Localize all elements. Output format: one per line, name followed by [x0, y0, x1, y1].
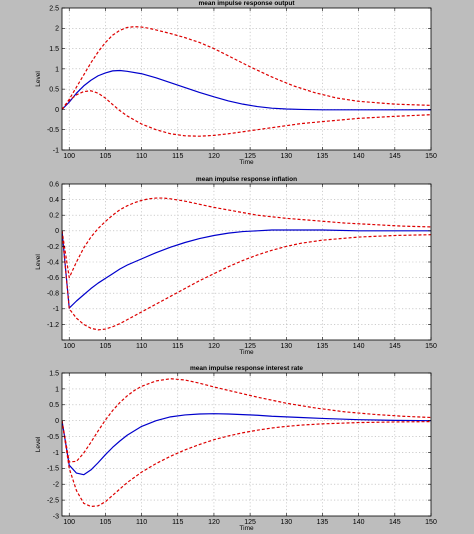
x-tick-label: 120	[208, 343, 220, 350]
y-axis-label: Level	[35, 254, 42, 270]
confidence-band-line-3	[62, 420, 431, 508]
y-tick-label: 0.5	[49, 87, 59, 94]
y-tick-label: 0	[55, 418, 59, 425]
mean-response-line-1	[62, 69, 431, 111]
x-tick-label: 105	[100, 519, 112, 526]
x-tick-label: 110	[136, 519, 147, 526]
y-tick-label: 0	[55, 228, 59, 235]
x-tick-label: 100	[63, 519, 75, 526]
y-tick-label: 0	[55, 107, 59, 114]
mean-response-line-1	[62, 229, 431, 309]
y-tick-label: 2.5	[49, 5, 59, 12]
x-tick-label: 100	[63, 343, 75, 350]
y-tick-label: 1.5	[49, 370, 59, 377]
confidence-band-line-2	[62, 26, 431, 110]
y-tick-label: 1	[55, 386, 59, 393]
x-tick-label: 150	[425, 519, 437, 526]
y-tick-label: 0.6	[49, 181, 59, 188]
y-tick-label: -0.4	[47, 259, 59, 266]
x-tick-label: 115	[172, 519, 183, 526]
series-group	[62, 378, 431, 508]
chart-panel-1: 100 105 110 115 120 125 130 135 140 145 150-1-0.50…	[35, 0, 437, 166]
y-tick-label: 0.2	[49, 213, 59, 220]
x-tick-label: 135	[317, 343, 329, 350]
y-tick-label: -2.5	[47, 498, 59, 505]
y-tick-label: -1	[53, 450, 59, 457]
x-tick-label: 100	[63, 153, 75, 160]
x-tick-label: 135	[317, 519, 329, 526]
x-tick-label: 150	[425, 343, 437, 350]
y-tick-label: -0.2	[47, 244, 59, 251]
x-tick-label: 140	[353, 153, 365, 160]
confidence-band-line-2	[62, 197, 431, 279]
y-tick-label: 2	[55, 26, 59, 33]
plot-area	[62, 8, 431, 150]
x-tick-label: 145	[389, 343, 401, 350]
y-tick-label: -1.2	[47, 322, 59, 329]
confidence-band-line-3	[62, 90, 431, 137]
x-axis-label: Time	[239, 525, 254, 532]
chart-panel-2: 100 105 110 115 120 125 130 135 140 145 150 -1.2 -1 -…	[35, 176, 437, 356]
x-tick-label: 110	[136, 343, 147, 350]
x-tick-label: 110	[136, 153, 147, 160]
x-tick-label: 150	[425, 153, 437, 160]
x-tick-label: 130	[280, 153, 292, 160]
x-tick-label: 140	[353, 519, 365, 526]
mean-response-line-1	[62, 413, 431, 476]
x-tick-label: 105	[100, 153, 112, 160]
x-tick-label: 120	[208, 519, 220, 526]
x-tick-label: 115	[172, 343, 183, 350]
y-tick-label: -2	[53, 482, 59, 489]
x-tick-label: 135	[317, 153, 329, 160]
x-axis-label: Time	[239, 159, 254, 166]
chart-title: mean impulse response inflation	[196, 176, 297, 183]
y-tick-label: -1	[53, 147, 59, 154]
x-tick-label: 115	[172, 153, 183, 160]
y-tick-label: 1	[55, 66, 59, 73]
y-tick-label: -1	[53, 306, 59, 313]
x-tick-label: 145	[389, 153, 401, 160]
y-tick-label: 1.5	[49, 46, 59, 53]
y-tick-label: -0.5	[47, 434, 59, 441]
y-tick-label: -0.5	[47, 127, 59, 134]
x-tick-label: 130	[280, 343, 292, 350]
x-tick-label: 125	[244, 153, 256, 160]
y-axis-label: Level	[35, 71, 42, 87]
y-axis-label: Level	[35, 436, 42, 452]
y-tick-label: -0.6	[47, 275, 59, 282]
chart-panel-3: 100 105 110 115 120 125 130 135 140 145 150 -3 -2.5 -…	[35, 365, 437, 532]
axes-frame	[61, 372, 432, 517]
x-tick-label: 145	[389, 519, 401, 526]
chart-title: mean impulse response output	[198, 0, 295, 7]
y-tick-label: -0.8	[47, 291, 59, 298]
y-tick-label: 0.5	[49, 402, 59, 409]
series-group	[62, 197, 431, 331]
chart-title: mean impulse response interest rate	[190, 365, 303, 372]
x-tick-label: 120	[208, 153, 220, 160]
x-axis-label: Time	[239, 349, 254, 356]
series-group	[62, 26, 431, 137]
confidence-band-line-2	[62, 378, 431, 463]
x-tick-label: 125	[244, 519, 256, 526]
y-tick-label: -3	[53, 513, 59, 520]
plot-area	[62, 373, 431, 516]
y-tick-label: -1.5	[47, 466, 59, 473]
x-tick-label: 125	[244, 343, 256, 350]
y-tick-label: 0.4	[49, 197, 59, 204]
axes-frame	[61, 7, 432, 151]
x-tick-label: 105	[100, 343, 112, 350]
x-tick-label: 140	[353, 343, 365, 350]
x-tick-label: 130	[280, 519, 292, 526]
